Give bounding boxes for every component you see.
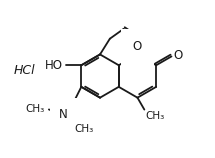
- Text: N: N: [59, 108, 68, 121]
- Text: HCl: HCl: [14, 64, 35, 77]
- Text: O: O: [174, 49, 183, 62]
- Text: CH₃: CH₃: [26, 104, 45, 114]
- Text: O: O: [133, 40, 142, 53]
- Text: CH₃: CH₃: [145, 111, 164, 121]
- Text: HO: HO: [45, 59, 63, 72]
- Text: CH₃: CH₃: [74, 124, 94, 134]
